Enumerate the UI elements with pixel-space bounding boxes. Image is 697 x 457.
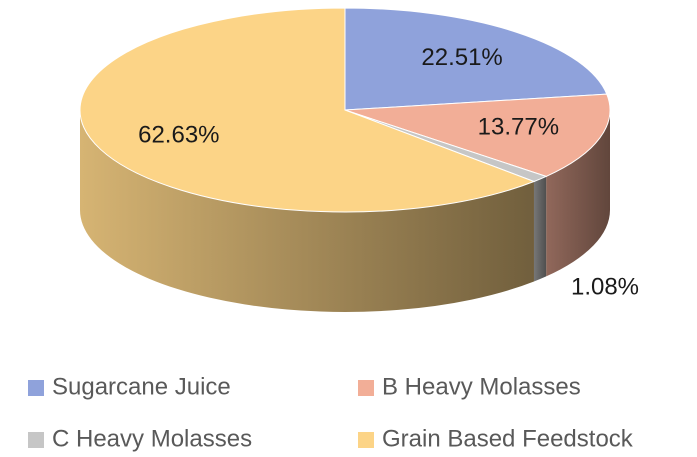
data-label: 22.51% <box>421 44 502 71</box>
data-label: 13.77% <box>478 114 559 141</box>
legend-label: B Heavy Molasses <box>382 373 581 400</box>
slice <box>344 7 608 111</box>
slice <box>79 7 536 213</box>
legend-label: Sugarcane Juice <box>52 373 231 400</box>
slice <box>344 93 611 177</box>
slice-side <box>533 176 547 282</box>
legend-label: C Heavy Molasses <box>52 425 252 452</box>
data-label: 1.08% <box>571 273 639 300</box>
slice-side <box>546 110 610 277</box>
legend-label: Grain Based Feedstock <box>382 425 634 452</box>
data-label: 62.63% <box>138 121 219 148</box>
legend-swatch <box>28 380 44 396</box>
legend-swatch <box>28 432 44 448</box>
legend-swatch <box>358 380 374 396</box>
legend-swatch <box>358 432 374 448</box>
